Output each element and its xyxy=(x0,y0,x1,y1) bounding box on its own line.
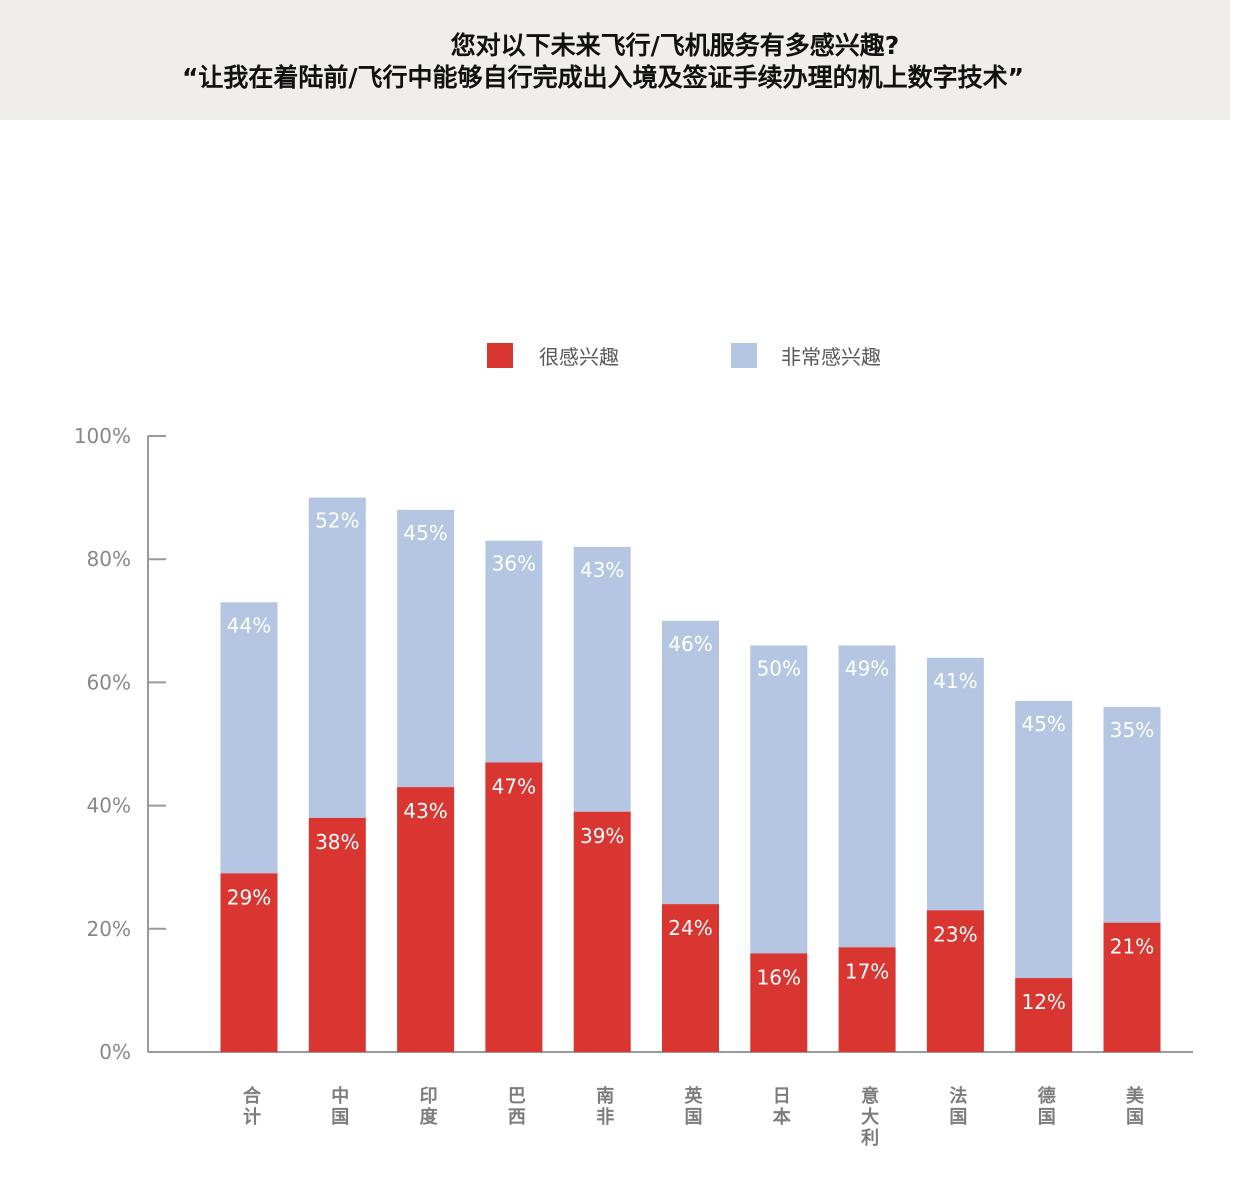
data-label: 39% xyxy=(580,824,624,848)
bar-segment-2 xyxy=(1103,707,1161,923)
data-label: 49% xyxy=(845,656,889,680)
x-tick-label: 英国 xyxy=(684,1085,704,1128)
legend-swatch-2 xyxy=(731,343,757,368)
data-label: 46% xyxy=(668,632,712,656)
bar-segment-1 xyxy=(1015,978,1073,1052)
bar-segment-2 xyxy=(308,497,366,818)
x-tick-label: 合计 xyxy=(243,1085,262,1128)
data-label: 43% xyxy=(580,558,624,582)
y-tick-label: 0% xyxy=(99,1040,131,1064)
data-label: 38% xyxy=(315,830,359,854)
x-tick-label: 日本 xyxy=(773,1086,791,1128)
bar-segment-1 xyxy=(750,953,808,1052)
y-tick-label: 100% xyxy=(74,424,131,448)
legend-label-2: 非常感兴趣 xyxy=(781,345,881,369)
y-tick-label: 20% xyxy=(87,917,131,941)
x-tick-label: 德国 xyxy=(1038,1085,1056,1128)
bar-segment-1 xyxy=(838,947,896,1052)
chart-title-line2: “让我在着陆前/飞行中能够自行完成出入境及签证手续办理的机上数字技术” xyxy=(182,63,1024,92)
bar-segment-1 xyxy=(308,817,366,1052)
data-label: 29% xyxy=(227,885,271,909)
x-tick-label: 意大利 xyxy=(861,1085,879,1149)
data-label: 16% xyxy=(757,965,801,989)
bar-segment-2 xyxy=(750,645,808,954)
x-tick-label: 印度 xyxy=(420,1086,439,1128)
x-tick-label: 巴西 xyxy=(508,1086,526,1128)
data-label: 47% xyxy=(492,774,536,798)
data-label: 24% xyxy=(668,916,712,940)
bar-segment-2 xyxy=(220,602,278,874)
bar-segment-1 xyxy=(573,811,631,1052)
x-tick-label: 美国 xyxy=(1126,1085,1144,1128)
data-label: 12% xyxy=(1021,990,1065,1014)
data-label: 36% xyxy=(492,552,536,576)
data-label: 17% xyxy=(845,959,889,983)
bar-segment-1 xyxy=(397,787,455,1052)
data-label: 45% xyxy=(403,521,447,545)
data-label: 21% xyxy=(1110,935,1154,959)
y-tick-label: 80% xyxy=(87,547,131,571)
data-label: 41% xyxy=(933,669,977,693)
bar-segment-2 xyxy=(573,546,631,812)
bar-segment-2 xyxy=(485,540,543,763)
bar-segment-2 xyxy=(1015,700,1073,979)
x-tick-label: 中国 xyxy=(331,1085,349,1128)
x-tick-label: 南非 xyxy=(596,1085,614,1128)
bar-segment-1 xyxy=(926,910,984,1052)
y-tick-label: 60% xyxy=(87,670,131,694)
data-label: 43% xyxy=(403,799,447,823)
data-label: 52% xyxy=(315,509,359,533)
bar-segment-1 xyxy=(1103,922,1161,1052)
bar-segment-2 xyxy=(397,509,455,788)
data-label: 23% xyxy=(933,922,977,946)
y-tick-label: 40% xyxy=(87,794,131,818)
bar-segment-2 xyxy=(838,645,896,948)
bar-segment-1 xyxy=(485,762,543,1052)
data-label: 35% xyxy=(1110,718,1154,742)
data-label: 50% xyxy=(757,656,801,680)
x-tick-label: 法国 xyxy=(949,1085,967,1128)
bar-segment-1 xyxy=(220,873,278,1052)
legend-swatch-1 xyxy=(487,343,513,368)
legend-label-1: 很感兴趣 xyxy=(539,345,619,369)
bar-segment-2 xyxy=(662,620,719,905)
data-label: 45% xyxy=(1021,712,1065,736)
bar-segment-1 xyxy=(662,904,719,1052)
title-band xyxy=(0,0,1230,120)
bar-segment-2 xyxy=(926,657,984,911)
data-label: 44% xyxy=(227,613,271,637)
chart-title-line1: 您对以下未来飞行/飞机服务有多感兴趣? xyxy=(450,31,900,60)
